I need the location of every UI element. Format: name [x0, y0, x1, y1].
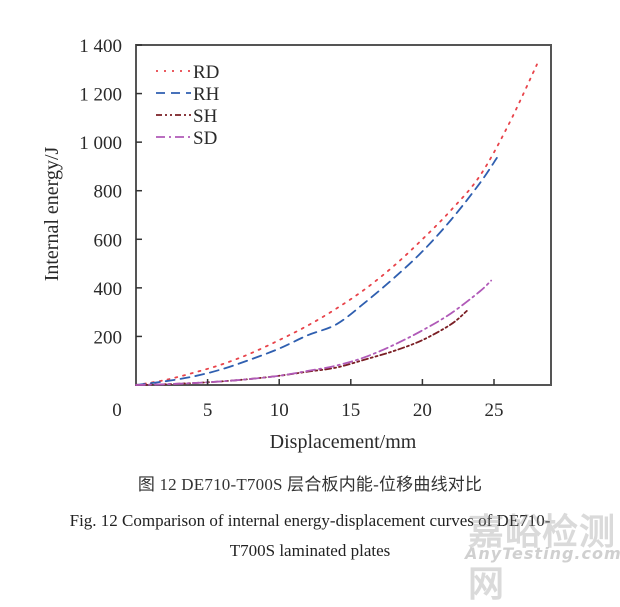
- x-tick-label: 5: [203, 400, 213, 421]
- series-line-sh: [135, 310, 468, 386]
- y-tick-label: 1 200: [79, 85, 122, 106]
- x-axis-ticks: 0 5 10 15 20 25: [112, 379, 504, 421]
- y-tick-label: 200: [94, 327, 123, 348]
- figure-caption-english-line2: T700S laminated plates: [229, 541, 391, 560]
- x-tick-label: 10: [270, 400, 289, 421]
- y-tick-label: 800: [94, 182, 123, 203]
- series-line-rd: [135, 63, 538, 386]
- figure-caption-english-line1: Fig. 12 Comparison of internal energy-di…: [69, 511, 551, 530]
- chart: 0 5 10 15 20 25 200 400 600 800 1 000 1 200 1 400 D…: [41, 36, 552, 453]
- watermark-site-text: AnyTesting.com: [465, 544, 620, 563]
- x-tick-label: 20: [413, 400, 432, 421]
- figure-caption-chinese: 图 12 DE710-T700S 层合板内能-位移曲线对比: [137, 475, 483, 494]
- y-axis-label: Internal energy/J: [41, 147, 63, 282]
- legend-label-rh: RH: [193, 84, 220, 105]
- y-tick-label: 1 400: [79, 36, 122, 57]
- x-tick-label: 25: [485, 400, 504, 421]
- x-axis-label: Displacement/mm: [270, 431, 417, 453]
- plot-frame: [135, 44, 552, 386]
- legend-label-sd: SD: [193, 128, 217, 149]
- series-line-rh: [135, 157, 498, 386]
- y-tick-label: 400: [94, 279, 123, 300]
- y-tick-label: 600: [94, 230, 123, 251]
- series-layer: [135, 63, 538, 386]
- y-tick-label: 1 000: [79, 133, 122, 154]
- series-line-sd: [135, 279, 493, 386]
- y-axis-ticks: 200 400 600 800 1 000 1 200 1 400: [79, 36, 142, 348]
- x-tick-label: 15: [341, 400, 360, 421]
- plot-border: [135, 44, 552, 386]
- legend-label-sh: SH: [193, 106, 218, 127]
- legend-label-rd: RD: [193, 62, 219, 83]
- x-tick-label: 0: [112, 400, 122, 421]
